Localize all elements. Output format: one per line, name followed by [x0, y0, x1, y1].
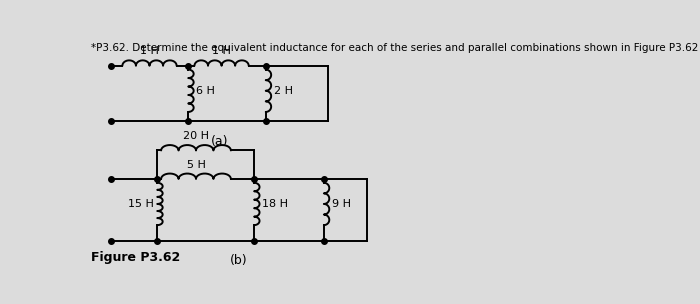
- Text: 2 H: 2 H: [274, 86, 293, 96]
- Text: 9 H: 9 H: [332, 199, 351, 209]
- Text: *P3.62. Determine the equivalent inductance for each of the series and parallel : *P3.62. Determine the equivalent inducta…: [92, 43, 699, 53]
- Text: 1 H: 1 H: [212, 47, 231, 57]
- Text: 18 H: 18 H: [262, 199, 288, 209]
- Text: 6 H: 6 H: [196, 86, 215, 96]
- Text: 15 H: 15 H: [127, 199, 153, 209]
- Text: (a): (a): [211, 135, 228, 148]
- Text: 20 H: 20 H: [183, 131, 209, 141]
- Text: 5 H: 5 H: [187, 160, 205, 170]
- Text: (b): (b): [230, 254, 247, 268]
- Text: Figure P3.62: Figure P3.62: [92, 251, 181, 264]
- Text: 1 H: 1 H: [140, 47, 159, 57]
